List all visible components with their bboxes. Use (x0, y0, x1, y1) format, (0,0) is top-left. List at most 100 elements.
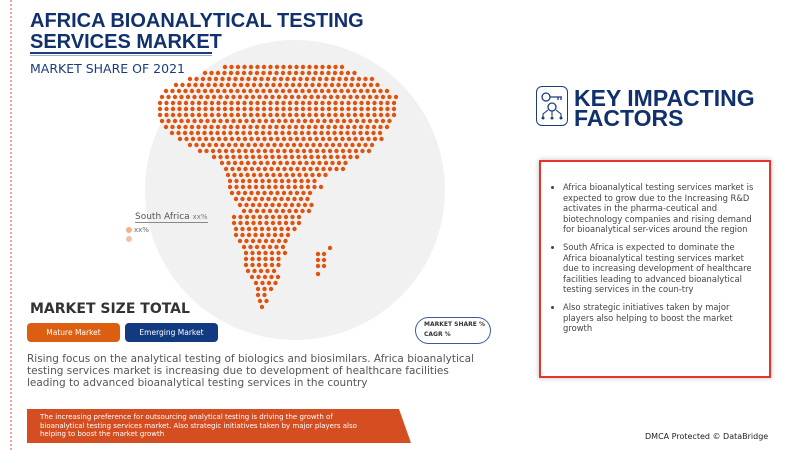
map-dot (261, 244, 266, 250)
map-dot (255, 112, 260, 118)
map-dot (241, 124, 247, 130)
map-dot (276, 154, 282, 160)
map-dot (281, 100, 286, 106)
map-dot (245, 82, 250, 88)
map-dot (346, 106, 351, 112)
cagr-label: CAGR % (424, 331, 451, 338)
map-dot (300, 208, 305, 214)
map-dot (339, 70, 344, 76)
map-dot (203, 106, 208, 112)
map-dot (255, 136, 261, 142)
map-dot (242, 64, 247, 70)
map-dot (288, 166, 294, 172)
map-dot (314, 166, 320, 172)
highlight-banner: The increasing preference for outsourcin… (27, 409, 411, 443)
map-dot (200, 142, 206, 148)
map-dot (378, 88, 383, 94)
map-dot (285, 226, 291, 232)
map-dot (245, 172, 250, 178)
map-dot (193, 82, 198, 88)
map-dot (277, 214, 282, 220)
map-dot (223, 166, 229, 172)
map-dot (345, 124, 351, 130)
mature-market-button[interactable]: Mature Market (27, 323, 120, 342)
map-dot (203, 136, 209, 142)
map-dot (273, 130, 279, 136)
map-dot (353, 136, 358, 142)
map-dot (212, 82, 218, 88)
map-dot (251, 214, 256, 220)
map-dot (264, 220, 269, 226)
map-dot (235, 70, 240, 76)
map-dot (255, 100, 260, 106)
map-dot (276, 256, 281, 262)
map-dot (163, 88, 169, 94)
map-dot (313, 106, 319, 112)
map-dot (305, 184, 311, 190)
map-dot (275, 274, 281, 280)
pie-icon (126, 227, 132, 233)
map-dot (336, 82, 341, 88)
region-value: xx% (192, 213, 208, 221)
map-dot (260, 178, 265, 184)
map-dot (310, 172, 315, 178)
map-dot (248, 70, 253, 76)
map-dot (250, 262, 255, 268)
page-subtitle: MARKET SHARE OF 2021 (30, 61, 185, 76)
map-dot (350, 142, 355, 148)
map-dot (198, 94, 204, 100)
map-dot (266, 232, 271, 238)
map-dot (273, 178, 278, 184)
map-dot (336, 160, 342, 166)
map-dot (288, 148, 294, 154)
map-dot (296, 94, 301, 100)
map-dot (339, 64, 345, 70)
map-dot (172, 94, 178, 100)
map-dot (225, 82, 231, 88)
map-dot (372, 112, 377, 118)
map-dot (248, 64, 254, 70)
map-dot (159, 94, 165, 100)
map-dot (210, 148, 216, 154)
map-dot (313, 88, 318, 94)
map-dot (304, 160, 309, 166)
map-dot (281, 136, 287, 142)
map-dot (261, 124, 266, 130)
map-dot (351, 130, 357, 136)
map-dot (387, 94, 392, 100)
map-dot (320, 106, 325, 112)
map-dot (263, 202, 269, 208)
map-dot (220, 142, 225, 148)
map-dot (232, 160, 238, 166)
map-dot (236, 148, 242, 154)
map-dot (202, 124, 208, 130)
map-dot (261, 100, 267, 106)
map-dot (185, 94, 191, 100)
map-dot (284, 160, 290, 166)
emerging-market-button[interactable]: Emerging Market (125, 323, 218, 342)
map-dot (378, 106, 384, 112)
map-dot (312, 178, 317, 184)
map-dot (333, 112, 338, 118)
legend-item: xx% (126, 226, 149, 234)
map-dot (268, 286, 274, 292)
map-dot (187, 76, 193, 82)
map-dot (185, 118, 191, 124)
map-dot (363, 142, 368, 148)
map-dot (233, 232, 239, 238)
map-dot (291, 142, 297, 148)
map-dot (183, 106, 189, 112)
map-dot (322, 118, 327, 124)
map-dot (265, 76, 271, 82)
map-dot (314, 136, 319, 142)
map-dot (260, 280, 265, 286)
map-dot (255, 64, 260, 70)
map-dot (237, 94, 243, 100)
map-dot (187, 142, 193, 148)
map-dot (269, 250, 275, 256)
map-dot (222, 112, 228, 118)
map-dot (279, 232, 284, 238)
map-dot (346, 136, 352, 142)
map-dot (339, 88, 344, 94)
map-dot (170, 112, 176, 118)
